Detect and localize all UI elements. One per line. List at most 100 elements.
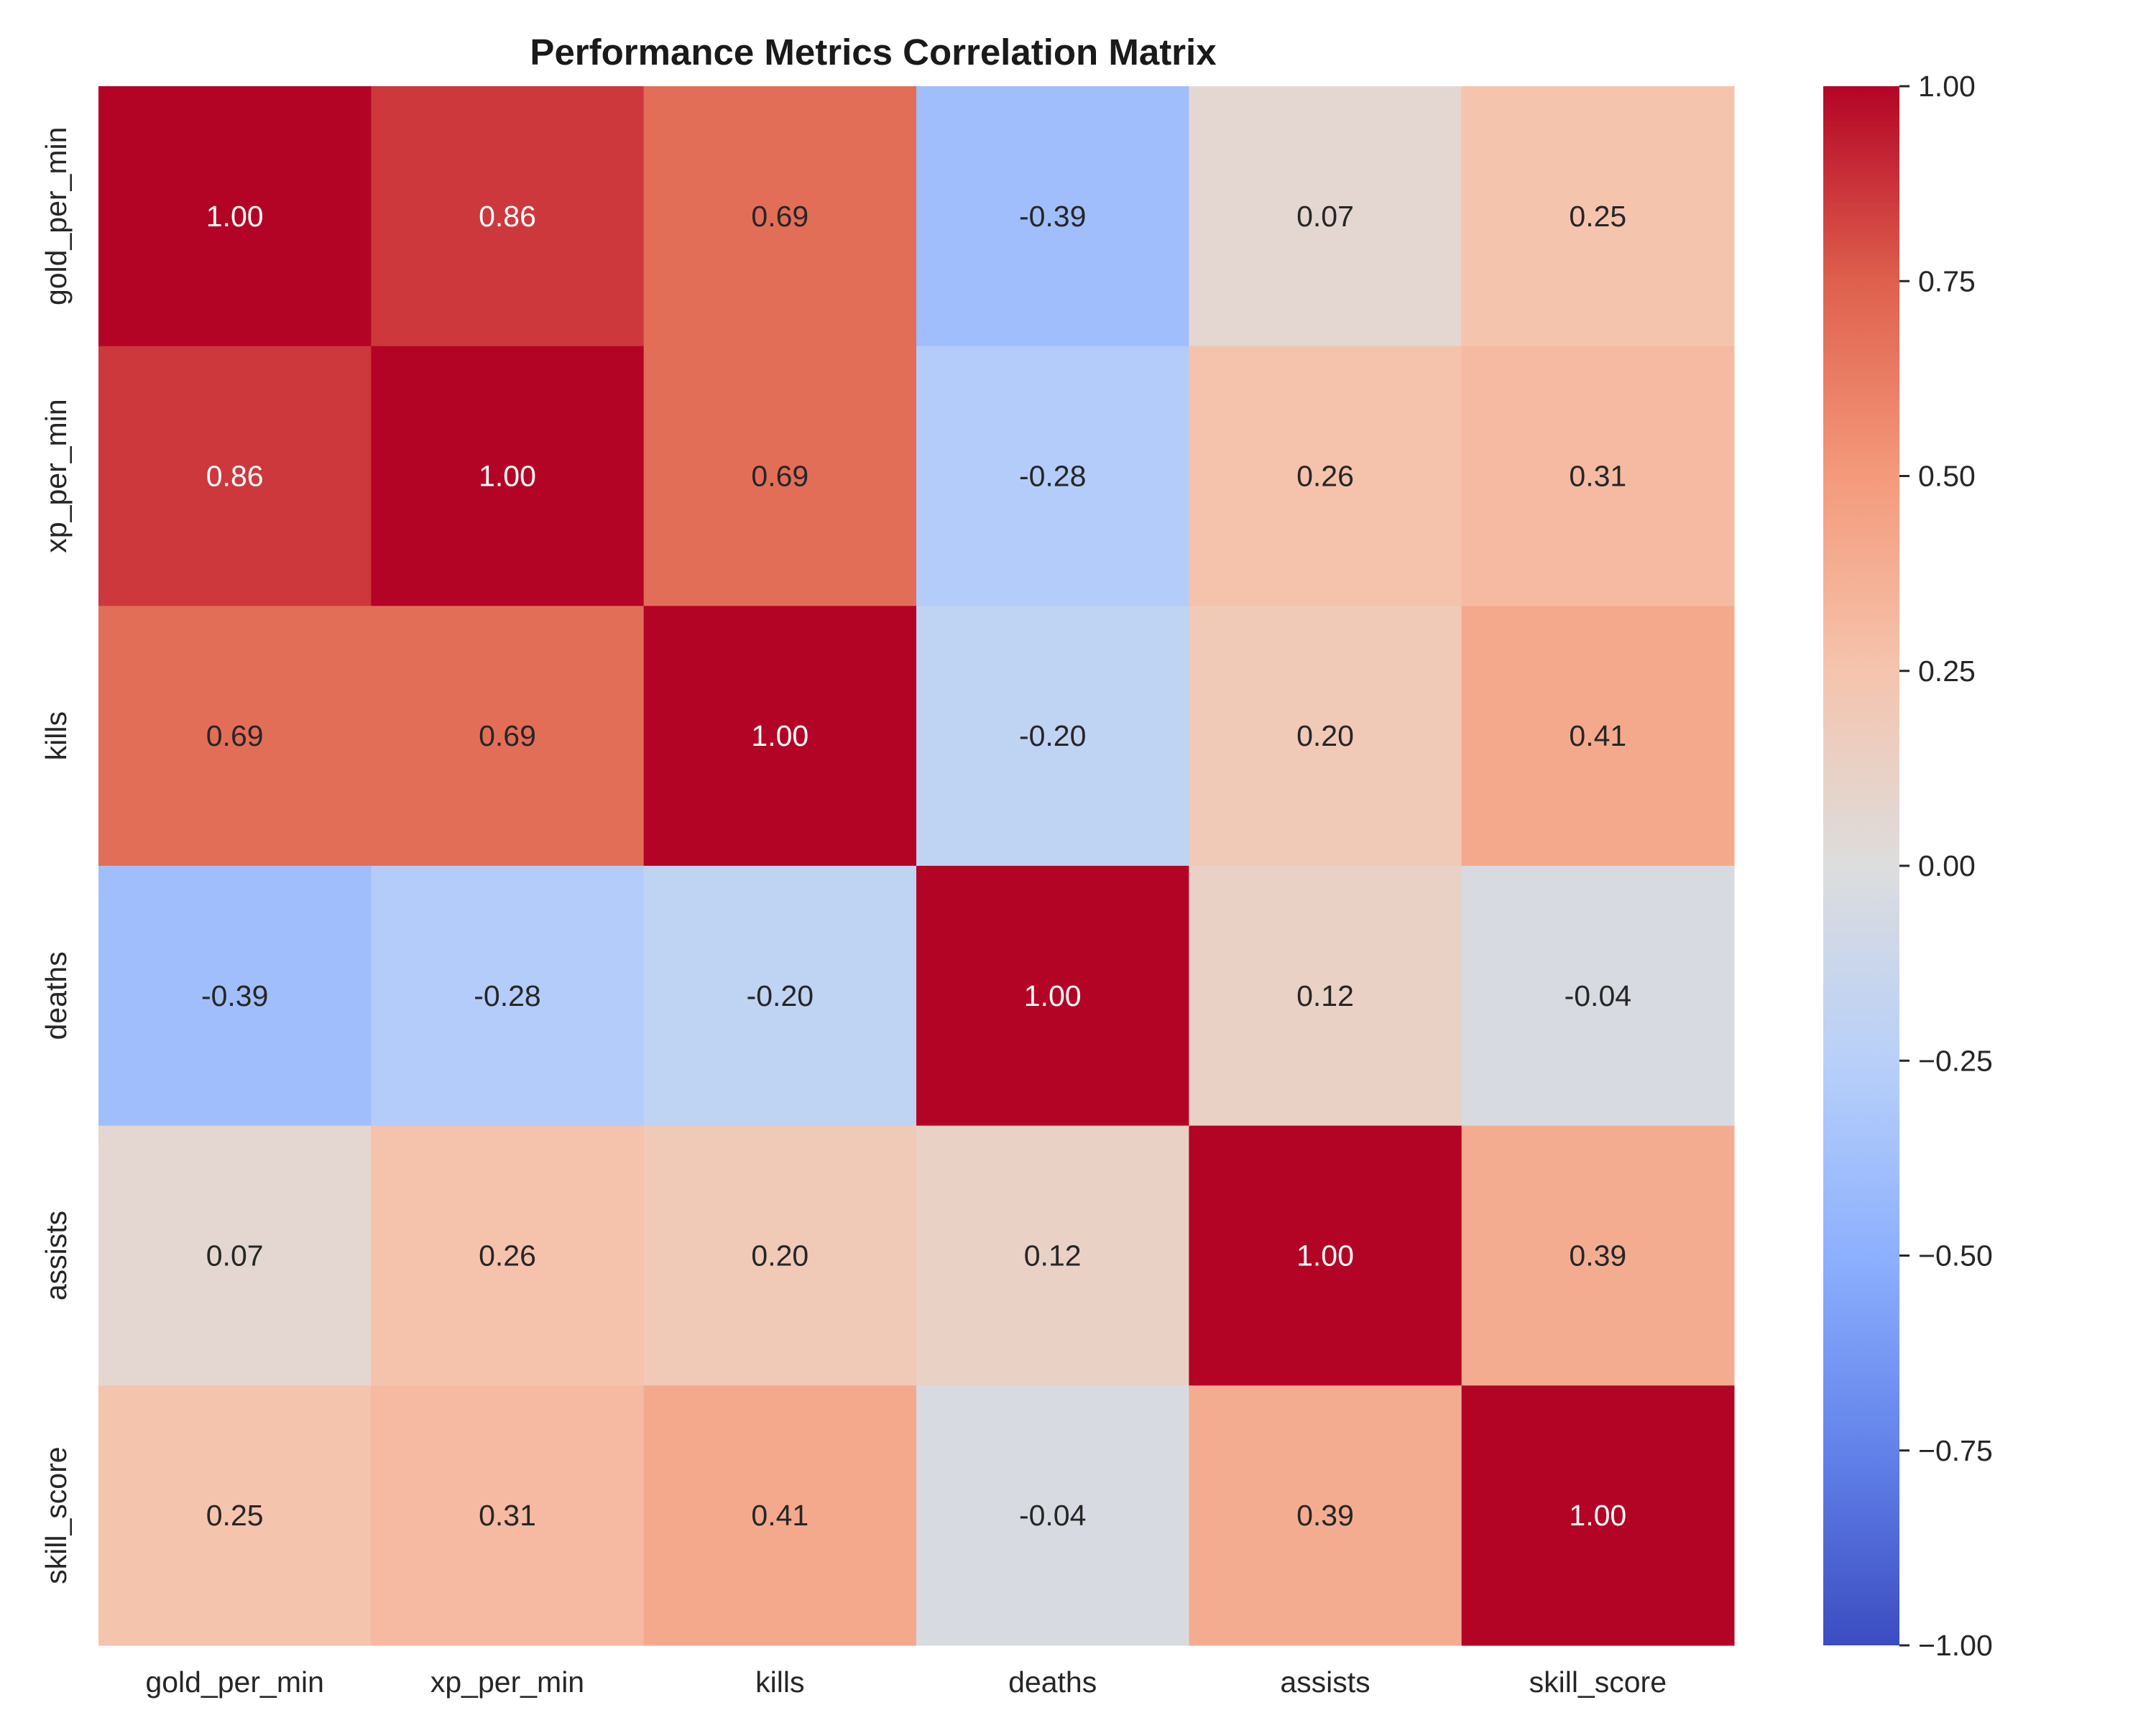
heatmap-cells: 1.00 0.86 0.69 -0.39 0.07 0.25 0.86 1.00 0.69 -0.… [98,86,1735,1646]
heatmap-cell-assists-assists [1189,1125,1462,1386]
cell-value-label-gold-per-min-deaths: -0.39 [1019,200,1086,233]
heatmap-cell-kills-deaths [916,606,1189,867]
y-tick-label-skill-score: skill_score [40,1446,73,1584]
colorbar-tick-label-1: 0.75 [1918,264,1976,297]
heatmap-cell-assists-kills [643,1125,917,1386]
heatmap-cell-skill-score-xp-per-min [371,1385,645,1646]
cell-value-label-assists-kills: 0.20 [751,1239,808,1272]
cell-value-label-deaths-kills: -0.20 [747,979,814,1012]
x-tick-label-xp-per-min: xp_per_min [430,1665,584,1699]
cell-value-label-gold-per-min-gold-per-min: 1.00 [206,200,264,233]
cell-value-label-gold-per-min-kills: 0.69 [751,200,808,233]
heatmap-cell-skill-score-assists [1189,1385,1462,1646]
colorbar-tick-label-7: −0.75 [1918,1434,1993,1467]
cell-value-label-gold-per-min-assists: 0.07 [1296,200,1354,233]
cell-value-label-xp-per-min-skill-score: 0.31 [1569,460,1626,493]
heatmap-cell-kills-kills [643,606,917,867]
heatmap-cell-assists-skill-score [1461,1125,1735,1386]
cell-value-label-skill-score-assists: 0.39 [1296,1499,1354,1532]
colorbar-tick-label-4: 0.00 [1918,849,1976,882]
cell-value-label-xp-per-min-kills: 0.69 [751,460,808,493]
heatmap-cell-deaths-assists [1189,866,1462,1127]
cell-value-label-deaths-xp-per-min: -0.28 [474,979,540,1012]
cell-value-label-xp-per-min-gold-per-min: 0.86 [206,460,264,493]
x-axis-tick-labels: gold_per_min xp_per_min kills deaths assists… [145,1665,1667,1699]
cell-value-label-deaths-deaths: 1.00 [1024,979,1082,1012]
heatmap-cell-kills-assists [1189,606,1462,867]
y-tick-label-deaths: deaths [40,951,73,1040]
heatmap-cell-gold-per-min-assists [1189,86,1462,347]
heatmap-cell-kills-gold-per-min [98,606,372,867]
y-tick-label-gold-per-min: gold_per_min [40,127,73,305]
cell-value-label-deaths-assists: 0.12 [1296,979,1354,1012]
heatmap-cell-xp-per-min-kills [643,346,917,606]
cell-value-label-assists-skill-score: 0.39 [1569,1239,1626,1272]
cell-value-label-kills-kills: 1.00 [751,719,808,752]
x-tick-label-gold-per-min: gold_per_min [145,1665,323,1699]
cell-value-label-skill-score-deaths: -0.04 [1019,1499,1086,1532]
chart-title: Performance Metrics Correlation Matrix [530,32,1216,73]
cell-value-label-deaths-gold-per-min: -0.39 [201,979,268,1012]
x-tick-label-kills: kills [755,1665,804,1699]
heatmap-cell-deaths-deaths [916,866,1189,1127]
heatmap-cell-deaths-skill-score [1461,866,1735,1127]
cell-value-label-deaths-skill-score: -0.04 [1565,979,1631,1012]
cell-value-label-kills-assists: 0.20 [1296,719,1354,752]
colorbar-tick-label-6: −0.50 [1918,1239,1993,1272]
heatmap-cell-deaths-gold-per-min [98,866,372,1127]
y-tick-label-xp-per-min: xp_per_min [40,399,73,553]
heatmap-cell-assists-deaths [916,1125,1189,1386]
cell-value-label-kills-skill-score: 0.41 [1569,719,1626,752]
x-tick-label-assists: assists [1280,1665,1370,1699]
colorbar: 1.00 0.75 0.50 0.25 0.00 −0.25 −0.50 −0.75 −1.00 [1823,70,1993,1662]
y-tick-label-assists: assists [40,1211,73,1300]
colorbar-gradient [1823,86,1899,1645]
heatmap-cell-xp-per-min-skill-score [1461,346,1735,606]
heatmap-cell-xp-per-min-assists [1189,346,1462,606]
heatmap-cell-gold-per-min-deaths [916,86,1189,347]
cell-value-label-kills-xp-per-min: 0.69 [479,719,536,752]
heatmap-cell-xp-per-min-deaths [916,346,1189,606]
cell-value-label-gold-per-min-xp-per-min: 0.86 [479,200,536,233]
heatmap-cell-skill-score-gold-per-min [98,1385,372,1646]
heatmap-cell-deaths-xp-per-min [371,866,645,1127]
heatmap-cell-xp-per-min-xp-per-min [371,346,645,606]
heatmap-cell-assists-gold-per-min [98,1125,372,1386]
cell-value-label-skill-score-xp-per-min: 0.31 [479,1499,536,1532]
cell-value-label-xp-per-min-deaths: -0.28 [1019,460,1086,493]
cell-value-label-assists-gold-per-min: 0.07 [206,1239,264,1272]
cell-value-label-xp-per-min-assists: 0.26 [1296,460,1354,493]
cell-value-label-skill-score-kills: 0.41 [751,1499,808,1532]
heatmap-cell-skill-score-deaths [916,1385,1189,1646]
heatmap-cell-skill-score-skill-score [1461,1385,1735,1646]
colorbar-tick-label-5: −0.25 [1918,1044,1993,1077]
heatmap-cell-gold-per-min-xp-per-min [371,86,645,347]
heatmap-cell-gold-per-min-kills [643,86,917,347]
cell-value-label-assists-xp-per-min: 0.26 [479,1239,536,1272]
heatmap-cell-gold-per-min-gold-per-min [98,86,372,347]
cell-value-label-skill-score-gold-per-min: 0.25 [206,1499,264,1532]
heatmap-cell-kills-skill-score [1461,606,1735,867]
cell-value-label-skill-score-skill-score: 1.00 [1569,1499,1626,1532]
y-tick-label-kills: kills [40,711,73,760]
colorbar-tick-label-2: 0.50 [1918,460,1976,493]
heatmap-cell-xp-per-min-gold-per-min [98,346,372,606]
colorbar-tick-label-3: 0.25 [1918,655,1976,688]
cell-value-label-assists-assists: 1.00 [1296,1239,1354,1272]
x-tick-label-deaths: deaths [1008,1665,1097,1699]
colorbar-tick-label-8: −1.00 [1918,1629,1993,1662]
x-tick-label-skill-score: skill_score [1529,1665,1667,1699]
cell-value-label-xp-per-min-xp-per-min: 1.00 [479,460,536,493]
heatmap-cell-kills-xp-per-min [371,606,645,867]
heatmap-cell-deaths-kills [643,866,917,1127]
cell-value-label-kills-deaths: -0.20 [1019,719,1086,752]
cell-value-label-gold-per-min-skill-score: 0.25 [1569,200,1626,233]
heatmap-cell-assists-xp-per-min [371,1125,645,1386]
cell-value-label-assists-deaths: 0.12 [1024,1239,1082,1272]
heatmap-cell-skill-score-kills [643,1385,917,1646]
colorbar-tick-label-0: 1.00 [1918,70,1976,103]
cell-value-label-kills-gold-per-min: 0.69 [206,719,264,752]
